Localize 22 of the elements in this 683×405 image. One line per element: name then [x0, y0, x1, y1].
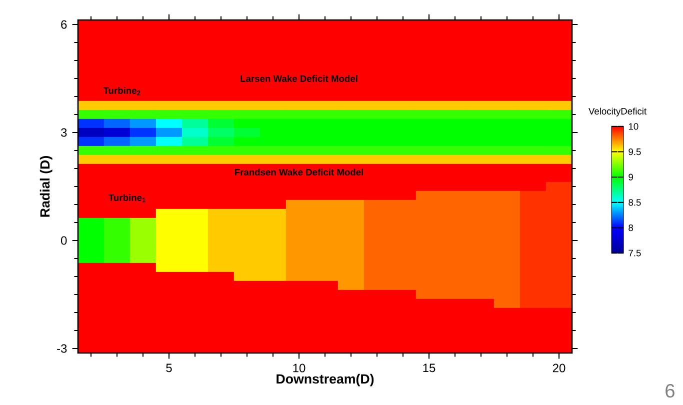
annotation: Frandsen Wake Deficit Model [234, 168, 363, 176]
x-axis-title: Downstream(D) [276, 374, 374, 386]
y-tick-label: 6 [61, 20, 67, 29]
y-axis-title: Radial (D) [40, 156, 52, 217]
annotation: Turbine$_{2}$ [103, 87, 140, 96]
color-bar-title: VelocityDeficit [588, 108, 646, 116]
x-tick-label: 10 [293, 364, 306, 372]
annotation: Turbine$_{1}$ [108, 194, 146, 202]
color-bar-label: 10 [628, 123, 638, 130]
y-tick-label: 3 [60, 128, 67, 137]
x-tick-label: 5 [166, 364, 172, 372]
x-tick-label: 15 [423, 364, 436, 372]
color-bar-label: 8.5 [628, 199, 641, 206]
color-bar-label: 9.5 [628, 148, 641, 156]
color-bar-label: 9 [628, 174, 633, 180]
y-tick-label: -3 [57, 344, 67, 353]
color-bar-label: 7.5 [628, 250, 641, 256]
x-tick-label: 20 [552, 364, 566, 372]
text: 6 [666, 384, 674, 398]
color-bar-label: 8 [628, 224, 634, 232]
y-tick-label: 0 [60, 236, 67, 245]
annotation: Larsen Wake Deficit Model [240, 75, 358, 82]
